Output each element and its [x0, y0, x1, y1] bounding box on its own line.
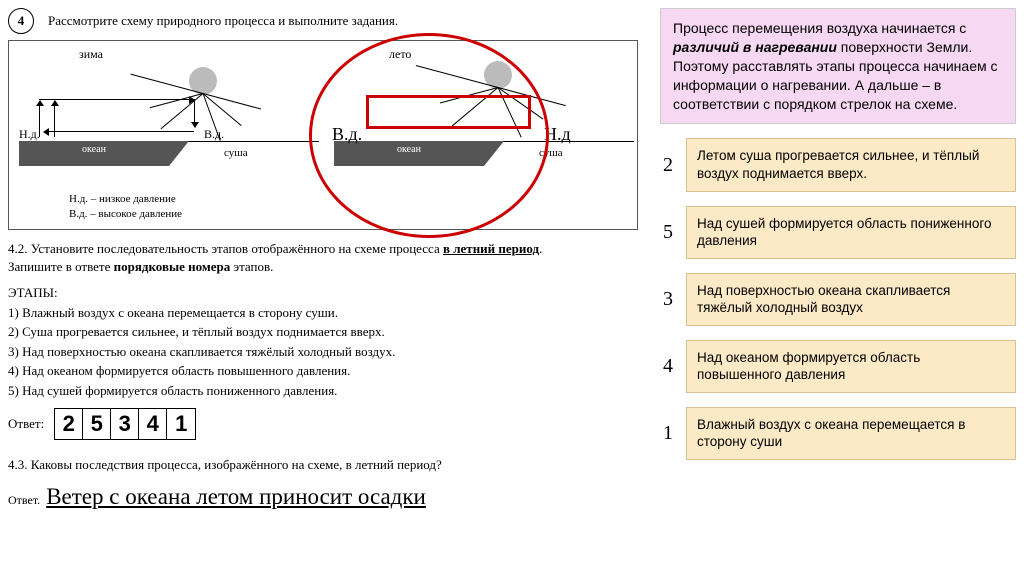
legend-low: Н.д. – низкое давление: [69, 192, 182, 206]
diagram-legend: Н.д. – низкое давление В.д. – высокое да…: [69, 192, 182, 221]
step-card: 2 Летом суша прогревается сильнее, и тёп…: [686, 138, 1016, 191]
step-card-num: 4: [663, 353, 673, 379]
answer-digit: 4: [139, 409, 167, 439]
subtask-4-3: 4.3. Каковы последствия процесса, изобра…: [8, 456, 648, 474]
answer-digit: 3: [111, 409, 139, 439]
step-item: 2) Суша прогревается сильнее, и тёплый в…: [8, 322, 648, 342]
task-header: 4 Рассмотрите схему природного процесса …: [8, 8, 648, 34]
step-card-text: Над океаном формируется область повышенн…: [697, 350, 920, 383]
answer43-label: Ответ.: [8, 493, 40, 508]
answer-label: Ответ:: [8, 416, 44, 432]
legend-high: В.д. – высокое давление: [69, 207, 182, 221]
highlight-circle: [309, 33, 549, 238]
answer-digit: 2: [55, 409, 83, 439]
task-header-text: Рассмотрите схему природного процесса и …: [48, 13, 398, 29]
step-card-num: 2: [663, 152, 673, 178]
step-item: 5) Над сушей формируется область понижен…: [8, 381, 648, 401]
step-card: 3 Над поверхностью океана скапливается т…: [686, 273, 1016, 326]
step-card: 1 Влажный воздух с океана перемещается в…: [686, 407, 1016, 460]
arrow-icon: [44, 131, 194, 132]
arrow-icon: [39, 101, 40, 137]
steps-list: ЭТАПЫ: 1) Влажный воздух с океана переме…: [8, 283, 648, 400]
step-card-text: Над сушей формируется область пониженног…: [697, 216, 991, 249]
arrow-icon: [194, 99, 195, 127]
subtask-4-2: 4.2. Установите последовательность этапо…: [8, 240, 648, 275]
diagram: зима лето океан суша Н.д. В.д.: [8, 40, 638, 230]
left-column: 4 Рассмотрите схему природного процесса …: [8, 8, 648, 510]
ocean-label: океан: [19, 141, 169, 166]
answer-digit: 1: [167, 409, 195, 439]
question-number: 4: [8, 8, 34, 34]
hint-box: Процесс перемещения воздуха начинается с…: [660, 8, 1016, 124]
step-card-text: Влажный воздух с океана перемещается в с…: [697, 417, 965, 450]
answer-4-3: Ответ. Ветер с океана летом приносит оса…: [8, 484, 648, 510]
step-card-text: Летом суша прогревается сильнее, и тёплы…: [697, 148, 979, 181]
step-card: 4 Над океаном формируется область повыше…: [686, 340, 1016, 393]
answer-boxes: 2 5 3 4 1: [54, 408, 196, 440]
answer-4-2: Ответ: 2 5 3 4 1: [8, 408, 648, 440]
right-column: Процесс перемещения воздуха начинается с…: [660, 8, 1016, 460]
diagram-winter: океан суша Н.д. В.д.: [19, 71, 319, 191]
step-card-num: 3: [663, 286, 673, 312]
step-card-num: 5: [663, 219, 673, 245]
step-card: 5 Над сушей формируется область пониженн…: [686, 206, 1016, 259]
pressure-low-a: Н.д.: [19, 127, 40, 142]
ordered-steps: 2 Летом суша прогревается сильнее, и тёп…: [660, 138, 1016, 459]
step-card-num: 1: [663, 420, 673, 446]
answer-digit: 5: [83, 409, 111, 439]
step-item: 4) Над океаном формируется область повыш…: [8, 361, 648, 381]
steps-title: ЭТАПЫ:: [8, 283, 648, 303]
pressure-high-a: В.д.: [204, 127, 224, 142]
step-card-text: Над поверхностью океана скапливается тяж…: [697, 283, 950, 316]
answer43-text: Ветер с океана летом приносит осадки: [46, 484, 426, 510]
step-item: 3) Над поверхностью океана скапливается …: [8, 342, 648, 362]
season-winter: зима: [79, 47, 103, 62]
land-label: суша: [224, 147, 248, 159]
step-item: 1) Влажный воздух с океана перемещается …: [8, 303, 648, 323]
arrow-icon: [39, 99, 194, 100]
